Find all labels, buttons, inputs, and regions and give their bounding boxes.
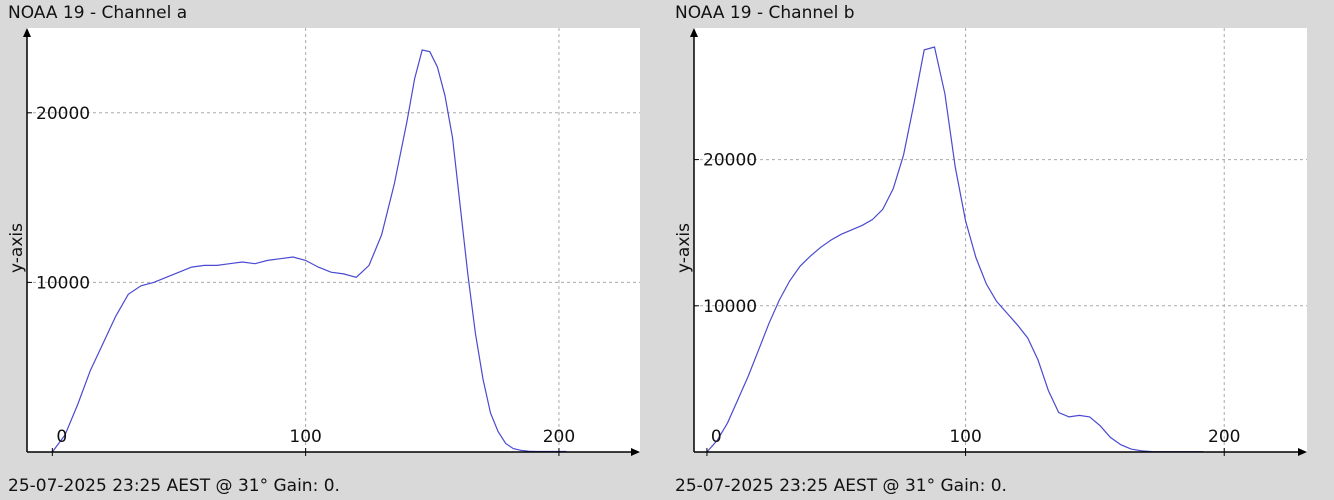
chart-panel-a: NOAA 19 - Channel a 0 100 200 10000 20000 y-a… [7,3,640,496]
chart-footer-status: 25-07-2025 23:25 AEST @ 31° Gain: 0. [675,476,1007,496]
series-line [706,46,1204,453]
plot-background [27,28,640,452]
plot-area: 0 100 200 10000 20000 y-axis [674,28,1307,456]
y-tick-label: 20000 [703,151,757,171]
chart-footer-status: 25-07-2025 23:25 AEST @ 31° Gain: 0. [8,476,340,496]
x-tick-label: 0 [711,427,722,447]
x-axis-arrow [631,448,640,456]
series-line [51,49,567,453]
x-axis-arrow [1298,448,1307,456]
y-tick-label: 20000 [36,104,90,124]
chart-title: NOAA 19 - Channel b [675,3,855,23]
y-axis-label: y-axis [7,223,27,273]
plot-background [694,28,1307,452]
x-tick-label: 200 [1208,427,1240,447]
x-tick-label: 100 [289,427,321,447]
y-axis-label: y-axis [674,223,694,273]
y-tick-label: 10000 [703,297,757,317]
y-tick-label: 10000 [36,273,90,293]
chart-title: NOAA 19 - Channel a [8,3,188,23]
plot-area: 0 100 200 10000 20000 y-axis [7,28,640,456]
y-axis-arrow [23,28,31,37]
x-tick-label: 100 [949,427,981,447]
y-axis-arrow [690,28,698,37]
x-tick-label: 0 [56,427,67,447]
chart-panel-b: NOAA 19 - Channel b 0 100 200 10000 20000 y-a… [667,0,1334,500]
x-tick-label: 200 [543,427,575,447]
